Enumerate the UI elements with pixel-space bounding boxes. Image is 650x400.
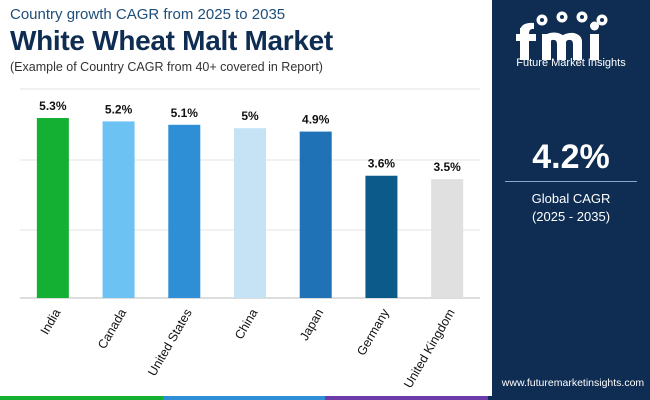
footer-segment: [325, 396, 488, 400]
value-label: 3.6%: [368, 157, 396, 171]
value-label: 5.1%: [171, 106, 199, 120]
bar-china: [234, 128, 266, 298]
value-label: 4.9%: [302, 113, 330, 127]
bar-united-kingdom: [431, 179, 464, 298]
global-cagr-period: (2025 - 2035): [531, 209, 611, 224]
website-link[interactable]: www.futuremarketinsights.com: [501, 377, 645, 389]
bar-germany: [365, 175, 398, 298]
footer-segment: [487, 396, 650, 400]
x-tick-label: United States: [145, 307, 195, 379]
bar-canada: [102, 121, 135, 298]
global-cagr-value: 4.2%: [532, 138, 610, 176]
x-tick-label: China: [232, 306, 260, 341]
kpi-label-block: Global CAGR (2025 - 2035): [492, 190, 650, 226]
chart-header: Country growth CAGR from 2025 to 2035 Wh…: [10, 6, 490, 75]
chart-value-labels: 5.3% 5.2% 5.1% 5% 4.9% 3.6% 3.5%: [39, 99, 461, 174]
global-cagr-label: Global CAGR: [531, 191, 611, 206]
footer-segment: [0, 396, 163, 400]
value-label: 5%: [241, 109, 259, 123]
fmi-logo: [516, 11, 608, 60]
chart-bars: [36, 118, 464, 298]
chart-kicker: Country growth CAGR from 2025 to 2035: [10, 6, 286, 23]
chart-note: (Example of Country CAGR from 40+ covere…: [10, 60, 323, 74]
value-label: 3.5%: [433, 160, 461, 174]
bar-india: [36, 118, 69, 298]
chart-title: White Wheat Malt Market: [10, 25, 333, 56]
footer-segment: [162, 396, 325, 400]
kpi-divider: [505, 181, 637, 182]
chart-x-tick-labels: India Canada United States China Japan German…: [38, 306, 458, 391]
footer-color-bar: [0, 396, 650, 400]
x-tick-label: India: [38, 306, 64, 337]
value-label: 5.3%: [39, 99, 67, 113]
bar-chart: 5.3% 5.2% 5.1% 5% 4.9% 3.6% 3.5% India Canada Un…: [20, 88, 480, 391]
x-tick-label: Japan: [297, 306, 326, 343]
x-tick-label: Germany: [354, 306, 392, 358]
value-label: 5.2%: [105, 102, 133, 116]
brand-name: Future Market Insights: [516, 57, 626, 69]
sidebar-panel: Future Market Insights 4.2% Global CAGR …: [492, 0, 650, 400]
bar-united-states: [168, 124, 201, 298]
x-tick-label: Canada: [95, 306, 129, 351]
bar-japan: [299, 131, 332, 298]
x-tick-label: United Kingdom: [401, 306, 458, 390]
